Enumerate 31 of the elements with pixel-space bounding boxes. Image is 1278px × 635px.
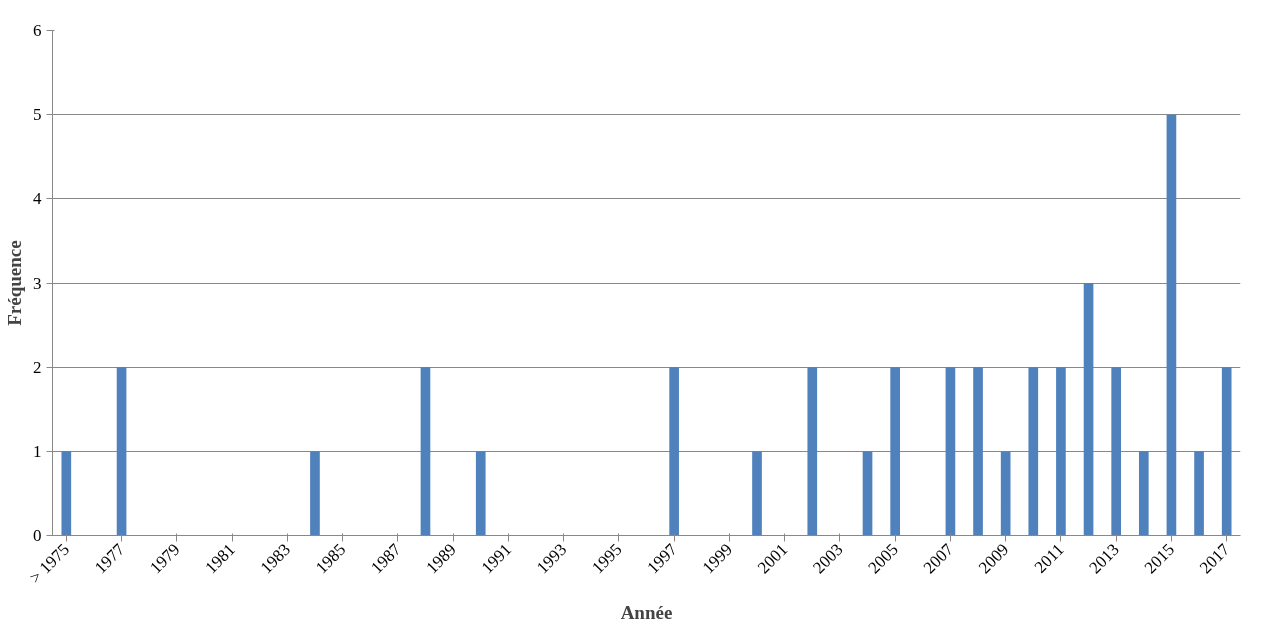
bar (973, 367, 983, 536)
bar (1221, 367, 1232, 536)
bar (61, 451, 72, 536)
bar (807, 367, 818, 536)
y-tick-label: 3 (33, 273, 42, 293)
bar (1056, 367, 1066, 536)
y-tick-label: 2 (33, 357, 42, 377)
y-tick-label: 0 (33, 526, 42, 545)
bar (1138, 451, 1149, 536)
bar (1166, 114, 1177, 536)
bar (945, 367, 956, 536)
bar (310, 451, 320, 536)
y-tick-label: 4 (33, 189, 42, 209)
bar (475, 451, 486, 536)
bar (752, 451, 762, 536)
bar (1194, 451, 1204, 536)
y-tick-label: 5 (33, 105, 42, 125)
bar (862, 451, 873, 536)
x-tick-label: 1981 (201, 539, 239, 578)
y-tick-label: 1 (33, 441, 42, 461)
bar (1000, 451, 1011, 536)
bar (890, 367, 900, 536)
bar (1111, 367, 1122, 536)
bar (116, 367, 127, 536)
bar (1083, 283, 1094, 536)
bar (420, 367, 431, 536)
bar (669, 367, 679, 536)
x-axis-title: Année (620, 601, 673, 623)
bar (1028, 367, 1039, 536)
y-axis-title: Fréquence (4, 240, 25, 326)
y-tick-label: 6 (33, 21, 42, 40)
